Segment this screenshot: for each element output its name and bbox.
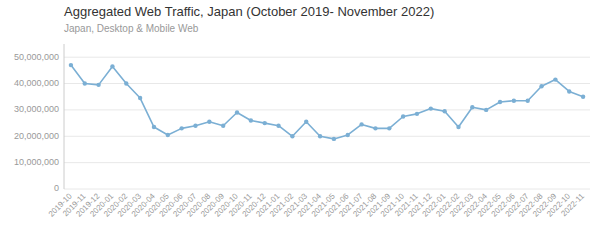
y-tick-label: 50,000,000	[14, 52, 59, 62]
y-tick-label: 0	[54, 183, 59, 193]
point	[442, 109, 446, 113]
plot-area	[69, 63, 586, 141]
point	[387, 126, 391, 130]
point	[581, 95, 585, 99]
grid-line	[64, 109, 590, 110]
y-tick-label: 30,000,000	[14, 104, 59, 114]
point	[276, 124, 280, 128]
point	[207, 120, 211, 124]
point	[539, 84, 543, 88]
x-tick-label: 2022-11	[559, 191, 586, 218]
grid-line	[64, 162, 590, 163]
point	[470, 105, 474, 109]
point	[166, 133, 170, 137]
point	[346, 133, 350, 137]
line	[71, 65, 583, 139]
point	[318, 134, 322, 138]
point	[69, 63, 73, 67]
point	[456, 125, 460, 129]
point	[249, 118, 253, 122]
point	[498, 100, 502, 104]
point	[193, 124, 197, 128]
point	[415, 112, 419, 116]
point	[263, 121, 267, 125]
grid-line	[64, 189, 590, 190]
point	[359, 122, 363, 126]
x-axis: 2019-102019-112019-122020-012020-022020-…	[47, 191, 587, 219]
point	[512, 98, 516, 102]
point	[290, 134, 294, 138]
point	[138, 96, 142, 100]
chart: Aggregated Web Traffic, Japan (October 2…	[0, 0, 600, 227]
grid-line	[64, 83, 590, 84]
y-tick-label: 10,000,000	[14, 157, 59, 167]
point	[124, 81, 128, 85]
point	[526, 98, 530, 102]
title: Aggregated Web Traffic, Japan (October 2…	[64, 4, 434, 19]
point	[304, 120, 308, 124]
point	[96, 83, 100, 87]
grid-line	[64, 136, 590, 137]
point	[221, 124, 225, 128]
point	[332, 137, 336, 141]
point	[152, 125, 156, 129]
point	[373, 126, 377, 130]
y-axis: 0 10,000,000 20,000,000 30,000,000 40,000,00…	[14, 52, 590, 194]
point	[429, 106, 433, 110]
point	[484, 108, 488, 112]
point	[401, 114, 405, 118]
point	[235, 110, 239, 114]
point	[83, 81, 87, 85]
y-axis-line	[64, 44, 65, 189]
point	[179, 126, 183, 130]
point	[110, 64, 114, 68]
point	[553, 77, 557, 81]
y-tick-label: 20,000,000	[14, 131, 59, 141]
y-tick-label: 40,000,000	[14, 78, 59, 88]
grid-line	[64, 57, 590, 58]
point	[567, 89, 571, 93]
subtitle: Japan, Desktop & Mobile Web	[64, 23, 199, 34]
